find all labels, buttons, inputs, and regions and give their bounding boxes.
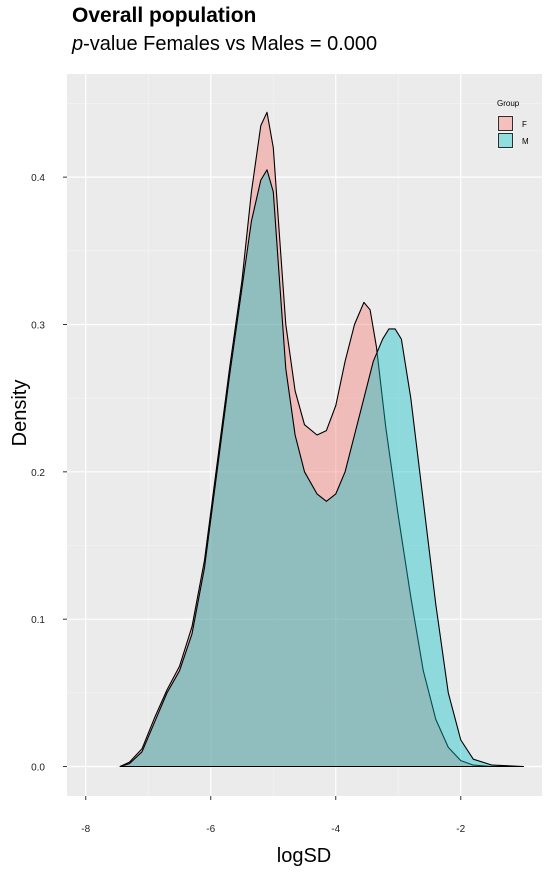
legend-swatch-m xyxy=(498,133,513,148)
grid-lines xyxy=(67,74,542,796)
density-area-m xyxy=(119,169,524,768)
y-tick-label: 0.3 xyxy=(31,320,45,331)
y-axis-title: Density xyxy=(9,380,31,447)
x-axis-title: logSD xyxy=(277,845,331,867)
x-tick-label: -4 xyxy=(331,824,340,835)
y-tick-label: 0.4 xyxy=(31,173,45,184)
y-tick-label: 0.1 xyxy=(31,615,45,626)
chart-title: Overall population xyxy=(72,4,257,27)
legend-label-f: F xyxy=(522,120,527,129)
y-tick-label: 0.0 xyxy=(31,763,45,774)
legend-swatch-f xyxy=(498,116,513,131)
x-tick-label: -6 xyxy=(206,824,215,835)
axes: -8 -6 -4 -2 0.0 0.1 0.2 0.3 0.4 xyxy=(31,173,466,835)
subtitle-text: -value Females vs Males = 0.000 xyxy=(83,33,378,55)
y-tick-label: 0.2 xyxy=(31,468,45,479)
legend: Group FM xyxy=(497,99,529,149)
legend-title: Group xyxy=(497,99,520,108)
subtitle-p-symbol: p xyxy=(72,33,84,55)
legend-key-f xyxy=(497,115,514,132)
legend-label-m: M xyxy=(522,137,529,146)
x-tick-label: -2 xyxy=(456,824,465,835)
x-tick-label: -8 xyxy=(81,824,90,835)
chart-subtitle: p-value Females vs Males = 0.000 xyxy=(72,33,377,56)
legend-key-m xyxy=(497,132,514,149)
density-area-f xyxy=(119,111,524,768)
density-areas xyxy=(119,111,524,768)
plot-panel xyxy=(67,74,542,796)
